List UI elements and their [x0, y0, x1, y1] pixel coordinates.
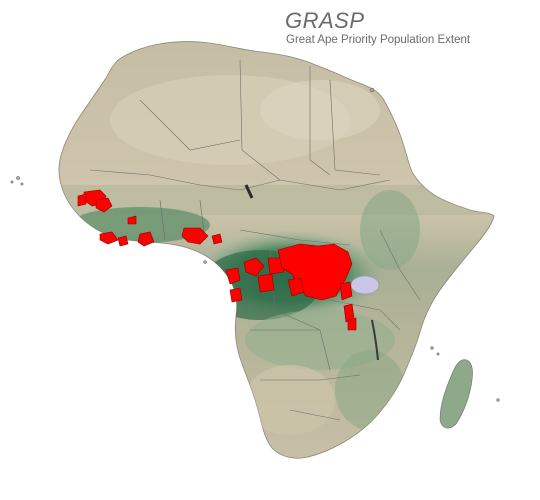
population-area — [95, 197, 113, 213]
population-area — [267, 257, 285, 275]
population-area — [257, 273, 275, 293]
map-title: GRASP — [285, 8, 365, 33]
population-area — [181, 227, 209, 245]
population-area — [229, 287, 243, 303]
population-area — [243, 257, 265, 277]
map-subtitle: Great Ape Priority Population Extent — [286, 34, 471, 46]
madagascar-island — [439, 359, 473, 429]
population-area — [347, 317, 357, 331]
small-islands — [10, 87, 500, 402]
country-borders — [89, 59, 421, 421]
population-area — [343, 303, 355, 323]
population-area — [127, 215, 137, 225]
population-area — [211, 233, 223, 245]
lakes — [244, 184, 380, 361]
vegetation-layer — [59, 75, 494, 435]
population-area — [117, 235, 129, 247]
population-area — [77, 193, 87, 207]
population-area — [99, 231, 119, 245]
population-area — [287, 277, 305, 297]
population-area — [225, 267, 241, 285]
population-area — [339, 281, 353, 301]
priority-population-areas — [77, 189, 357, 331]
population-area — [137, 231, 155, 247]
